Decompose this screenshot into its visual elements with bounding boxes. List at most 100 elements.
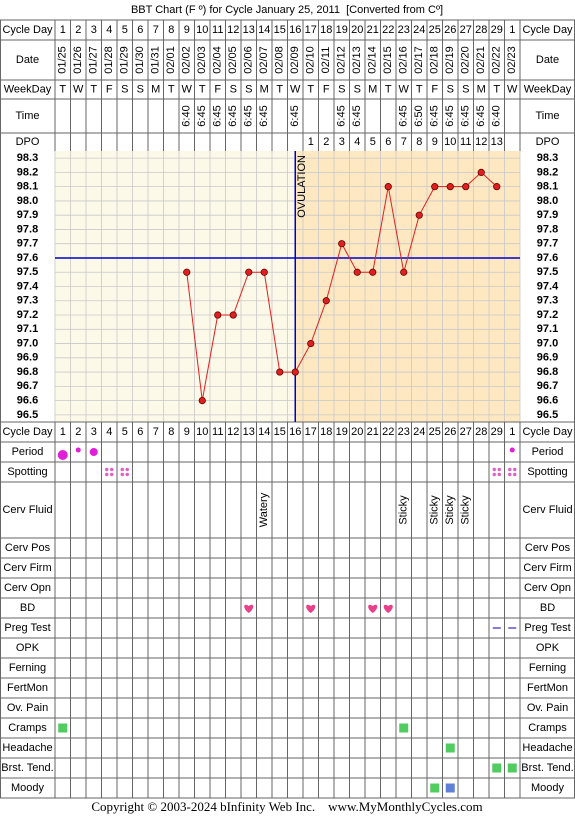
- date-cell: 02/19: [444, 46, 456, 74]
- cycle-day-cell: 6: [137, 426, 143, 438]
- weekday-cell: W: [399, 83, 410, 95]
- y-tick-label-right: 97.3: [537, 295, 558, 307]
- y-tick-label: 97.9: [17, 209, 38, 221]
- row-label-right: Cerv Opn: [524, 582, 571, 594]
- weekday-cell: S: [245, 83, 252, 95]
- dpo-cell: 8: [416, 136, 422, 148]
- time-cell: 6:45: [243, 105, 255, 126]
- row-label: Moody: [11, 782, 45, 794]
- dpo-cell: 4: [354, 136, 360, 148]
- cycle-day-cell: 19: [336, 426, 348, 438]
- temperature-point: [307, 339, 315, 348]
- cycle-day-cell: 2: [75, 426, 81, 438]
- weekday-cell: T: [307, 83, 314, 95]
- y-tick-label-right: 97.2: [537, 309, 558, 321]
- cycle_day-cell: 8: [168, 24, 174, 36]
- cycle_day-cell: 17: [305, 24, 317, 36]
- bd-heart: [368, 604, 378, 613]
- cycle_day-cell: 10: [196, 24, 208, 36]
- cell-text: Sticky: [460, 495, 472, 525]
- date-cell: 02/12: [336, 46, 348, 74]
- cycle-day-cell: 29: [491, 426, 503, 438]
- y-tick-label: 97.2: [17, 309, 38, 321]
- weekday-cell: W: [290, 83, 301, 95]
- row-label: Cerv Opn: [4, 582, 51, 594]
- temperature-point: [214, 311, 222, 319]
- cycle-day-cell: 15: [274, 426, 286, 438]
- y-tick-label: 97.8: [17, 223, 38, 235]
- temperature-point: [369, 268, 377, 276]
- date-cell: 02/09: [289, 46, 301, 74]
- dpo-cell: 12: [475, 136, 487, 148]
- y-tick-label-right: 98.0: [537, 195, 558, 207]
- y-tick-label-right: 97.9: [537, 209, 558, 221]
- y-tick-label: 96.5: [17, 409, 38, 421]
- date-cell: 02/20: [460, 46, 472, 74]
- spotting-mark: [125, 472, 129, 477]
- dpo-cell: 9: [432, 136, 438, 148]
- row-label: Time: [15, 110, 39, 122]
- cycle-day-cell: 21: [367, 426, 379, 438]
- cycle_day-cell: 6: [137, 24, 143, 36]
- dpo-cell: 13: [491, 136, 503, 148]
- time-cell: 6:45: [444, 105, 456, 126]
- weekday-cell: M: [477, 83, 486, 95]
- time-cell: 6:45: [336, 105, 348, 126]
- temperature-point: [245, 268, 253, 276]
- weekday-cell: S: [121, 83, 128, 95]
- cell-text: Watery: [258, 492, 270, 527]
- date-cell: 02/04: [212, 46, 224, 74]
- temperature-point: [338, 240, 346, 248]
- ovulation-label: OVULATION: [296, 155, 308, 218]
- row-label-right: FertMon: [527, 682, 568, 694]
- y-tick-label: 98.0: [17, 195, 38, 207]
- y-tick-label-right: 96.5: [537, 409, 558, 421]
- dpo-cell: 3: [339, 136, 345, 148]
- weekday-cell: F: [214, 83, 221, 95]
- row-label-right: WeekDay: [524, 83, 572, 95]
- time-cell: 6:40: [491, 105, 503, 126]
- y-tick-label-right: 98.2: [537, 166, 558, 178]
- cycle_day-cell: 3: [91, 24, 97, 36]
- date-cell: 02/03: [196, 46, 208, 74]
- bd-heart: [306, 604, 316, 613]
- time-cell: 6:45: [196, 105, 208, 126]
- spotting-mark: [513, 472, 517, 477]
- row-label: OPK: [16, 642, 40, 654]
- cycle_day-cell: 5: [122, 24, 128, 36]
- temperature-point: [353, 268, 361, 276]
- row-label: DPO: [16, 136, 40, 148]
- y-tick-label-right: 97.8: [537, 223, 558, 235]
- date-cell: 01/31: [150, 46, 162, 74]
- row-label: Cerv Pos: [5, 542, 51, 554]
- cycle_day-cell: 2: [75, 24, 81, 36]
- row-label-right: BD: [540, 602, 555, 614]
- time-cell: 6:50: [413, 105, 425, 126]
- cycle-day-cell: 26: [444, 426, 456, 438]
- y-tick-label: 97.1: [17, 323, 38, 335]
- period-mark: [57, 450, 68, 460]
- row-label-right: Moody: [531, 782, 565, 794]
- bd-heart: [383, 604, 393, 613]
- cycle_day-cell: 26: [444, 24, 456, 36]
- date-cell: 02/22: [491, 46, 503, 74]
- cycle_day-cell: 7: [153, 24, 159, 36]
- weekday-cell: T: [493, 83, 500, 95]
- cycle-day-cell: 20: [351, 426, 363, 438]
- date-cell: 02/13: [351, 46, 363, 74]
- y-tick-label: 97.7: [17, 238, 38, 250]
- spotting-mark: [110, 472, 114, 477]
- cycle-day-cell: 1: [509, 426, 515, 438]
- cell-text: Sticky: [429, 495, 441, 525]
- y-tick-label-right: 97.0: [537, 337, 558, 349]
- y-tick-label: 97.4: [17, 280, 39, 292]
- cycle-day-cell: 9: [184, 426, 190, 438]
- row-label-right: Cerv Firm: [523, 562, 571, 574]
- period-mark: [89, 448, 98, 456]
- weekday-cell: T: [199, 83, 206, 95]
- y-tick-label-right: 97.5: [537, 266, 558, 278]
- temperature-point: [415, 211, 423, 219]
- y-tick-label-right: 96.8: [537, 366, 558, 378]
- time-cell: 6:45: [212, 105, 224, 126]
